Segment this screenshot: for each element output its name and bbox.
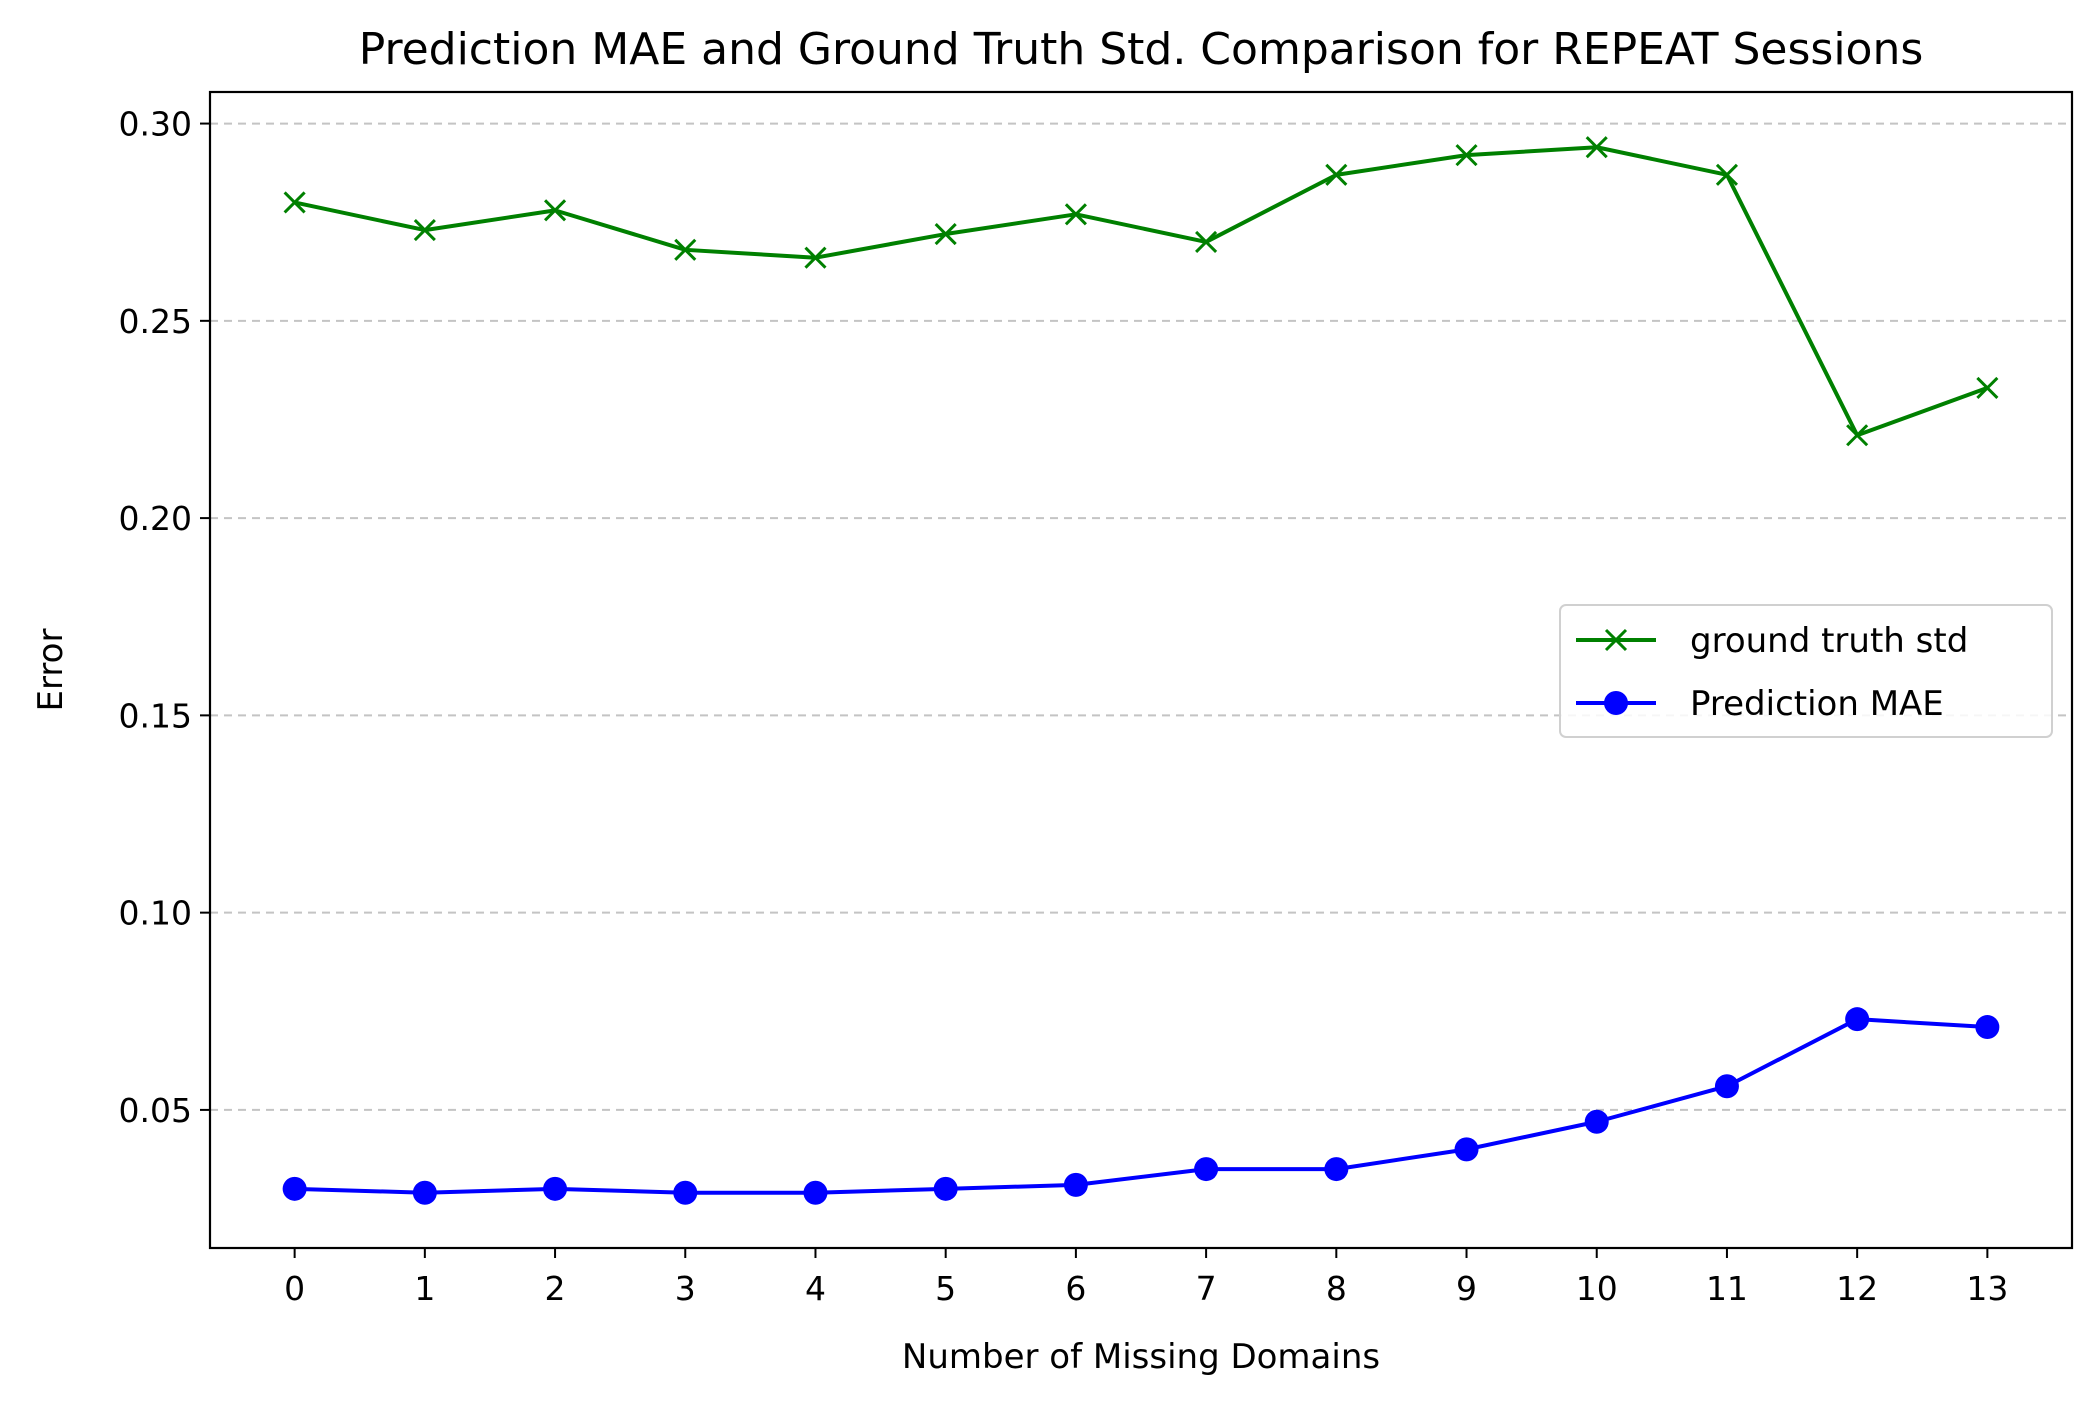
x-tick-label: 0 [284, 1269, 305, 1308]
y-tick-label: 0.20 [119, 499, 192, 538]
y-tick-label: 0.05 [119, 1091, 192, 1130]
x-tick-label: 5 [935, 1269, 956, 1308]
x-tick-label: 2 [545, 1269, 566, 1308]
ground-truth-std-point [1195, 230, 1218, 253]
legend-label: ground truth std [1690, 621, 1968, 661]
prediction-mae-point [1714, 1074, 1739, 1099]
ground-truth-std-point [1976, 376, 1999, 399]
ground-truth-std-point [1585, 136, 1608, 159]
ground-truth-std-point [674, 238, 697, 261]
x-tick-label: 12 [1836, 1269, 1878, 1308]
prediction-mae-point [1324, 1157, 1349, 1182]
prediction-mae-line [294, 1017, 1988, 1195]
plot-frame [208, 90, 2074, 1250]
series-layer [282, 136, 2000, 1205]
prediction-mae-point [412, 1180, 437, 1205]
ground-truth-std-line [294, 145, 1989, 438]
ground-truth-std-point [413, 219, 436, 242]
x-tick-label: 4 [805, 1269, 826, 1308]
x-axis-label: Number of Missing Domains [902, 1337, 1380, 1377]
grid-lines [210, 122, 2072, 1111]
prediction-mae-point [1584, 1109, 1609, 1134]
ground-truth-std-point [1715, 163, 1739, 186]
prediction-mae-point [673, 1180, 698, 1205]
x-tick-label: 6 [1065, 1269, 1086, 1308]
y-axis-label: Error [31, 629, 71, 712]
prediction-mae-point [933, 1176, 958, 1201]
x-tick-label: 13 [1966, 1269, 2008, 1308]
axis-ticks: 0.050.100.150.200.250.300 1 2 3 4 5 6 7 8 9 10 11 12… [119, 105, 2009, 1308]
series-ground-truth-std [283, 136, 1999, 447]
ground-truth-std-point [1846, 424, 1869, 447]
legend-marker [1604, 691, 1628, 715]
prediction-mae-point [1845, 1007, 1870, 1032]
x-tick-label: 1 [414, 1269, 435, 1308]
x-tick-label: 7 [1196, 1269, 1217, 1308]
series-prediction-mae [282, 1007, 2000, 1205]
legend-label: Prediction MAE [1690, 684, 1944, 724]
legend-item-prediction-mae: Prediction MAE [1576, 684, 1944, 724]
y-tick-label: 0.25 [119, 302, 192, 341]
legend-box [1559, 604, 2053, 738]
ground-truth-std-point [283, 191, 306, 214]
y-tick-label: 0.15 [119, 696, 192, 735]
chart-title: Prediction MAE and Ground Truth Std. Com… [359, 24, 1924, 75]
prediction-mae-point [1454, 1137, 1479, 1162]
x-tick-label: 8 [1326, 1269, 1347, 1308]
ground-truth-std-point [934, 222, 957, 246]
prediction-mae-point [282, 1176, 307, 1201]
x-tick-label: 11 [1706, 1269, 1748, 1308]
legend-item-ground-truth-std: ground truth std [1576, 621, 1968, 661]
ground-truth-std-point [1325, 163, 1348, 186]
y-tick-label: 0.10 [119, 894, 192, 933]
x-tick-label: 3 [675, 1269, 696, 1308]
prediction-mae-point [803, 1180, 828, 1205]
prediction-mae-point [1975, 1015, 2000, 1040]
y-tick-label: 0.30 [119, 105, 192, 144]
ground-truth-std-point [543, 199, 567, 222]
prediction-mae-point [543, 1176, 568, 1201]
x-tick-label: 10 [1576, 1269, 1618, 1308]
ground-truth-std-point [1455, 144, 1478, 167]
ground-truth-std-point [1064, 203, 1087, 226]
legend-marker [1604, 628, 1628, 652]
prediction-mae-point [1063, 1172, 1088, 1197]
legend: ground truth std Prediction MAE [1559, 604, 2053, 738]
prediction-mae-point [1194, 1157, 1219, 1182]
ground-truth-std-point [804, 246, 827, 269]
x-tick-label: 9 [1456, 1269, 1477, 1308]
